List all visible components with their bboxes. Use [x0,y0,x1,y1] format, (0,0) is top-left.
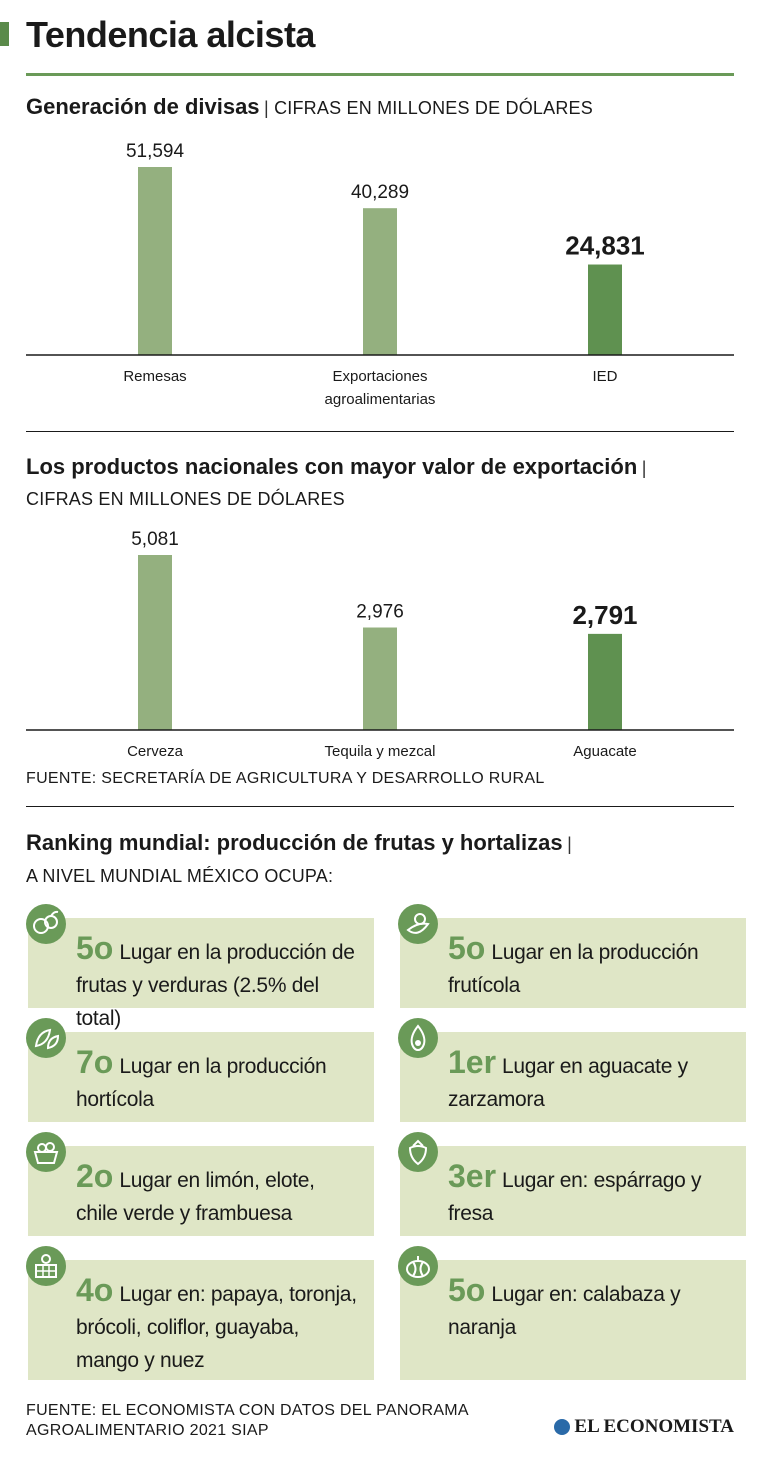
ranking-card: 5o Lugar en la producción de frutas y ver… [26,904,374,1030]
bar [588,264,622,355]
title-accent-bar [0,22,9,46]
category-label: Cerveza [127,743,184,760]
section1-separator: | [264,98,275,118]
section3-heading: Ranking mundial: producción de frutas y … [26,830,746,856]
ranking-card-text: Lugar en la producción de frutas y verdu… [76,941,355,1030]
ranking-card-rank: 1er [448,1044,497,1080]
bar [588,633,622,730]
ranking-card-rank: 3er [448,1158,497,1194]
bar-value-label: 24,831 [565,231,645,261]
category-label: IED [592,368,617,385]
ranking-card: 4o Lugar en: papaya, toronja, brócoli, co… [26,1246,374,1380]
section2-source: FUENTE: SECRETARÍA DE AGRICULTURA Y DESA… [26,770,545,787]
ranking-card-text: Lugar en la producción frutícola [448,941,699,997]
ranking-card-text: Lugar en aguacate y zarzamora [448,1055,688,1111]
bar-value-label: 2,976 [356,602,404,623]
bar-value-label: 40,289 [351,182,409,203]
ranking-card: 5o Lugar en la producción frutícola [398,904,746,1008]
bar-value-label: 2,791 [572,600,637,630]
strawberry-icon [398,1132,438,1172]
category-label: agroalimentarias [325,391,436,408]
category-label: Aguacate [573,743,636,760]
ranking-card-rank: 5o [448,1272,486,1308]
section3-subtitle: A NIVEL MUNDIAL MÉXICO OCUPA: [26,866,334,886]
bar [363,627,397,730]
publisher-logo: EL ECONOMISTA [554,1416,734,1438]
section1-divider [26,431,734,432]
section2-title: Los productos nacionales con mayor valor… [26,454,638,479]
fruit-icon [398,904,438,944]
section3-title: Ranking mundial: producción de frutas y … [26,830,563,855]
ranking-card-rank: 4o [76,1272,114,1308]
ranking-card-rank: 2o [76,1158,114,1194]
section2-divider [26,806,734,807]
bar [138,167,172,355]
ranking-card-text: Lugar en: calabaza y naranja [448,1283,681,1339]
ranking-card-text: Lugar en la producción hortícola [76,1055,327,1111]
chart-divisas-svg: 51,594 Remesas 40,289 Exportaciones agroalim… [26,141,734,408]
ranking-card-text: Lugar en limón, elote, chile verde y fra… [76,1169,315,1225]
bar [138,555,172,730]
ranking-card-rank: 5o [76,930,114,966]
section1-heading: Generación de divisas | CIFRAS EN MILLON… [26,94,746,120]
title-divider [26,73,734,76]
ranking-card: 1er Lugar en aguacate y zarzamora [398,1018,746,1122]
category-label: Remesas [123,368,186,385]
ranking-card-text: Lugar en: papaya, toronja, brócoli, coli… [76,1283,357,1372]
leaves-icon [26,1018,66,1058]
avocado-icon [398,1018,438,1058]
section2-subtitle: CIFRAS EN MILLONES DE DÓLARES [26,489,345,509]
category-label: Exportaciones [332,368,427,385]
basket-icon [26,1132,66,1172]
ranking-card: 7o Lugar en la producción hortícola [26,1018,374,1122]
section2-heading: Los productos nacionales con mayor valor… [26,454,746,480]
section1-subtitle: CIFRAS EN MILLONES DE DÓLARES [274,98,593,118]
page-title: Tendencia alcista [26,14,315,55]
ranking-card-text: Lugar en: espárrago y fresa [448,1169,702,1225]
section3-separator: | [567,834,572,854]
bar [363,208,397,355]
logo-text: EL ECONOMISTA [574,1416,734,1437]
logo-mark-icon [554,1419,571,1435]
ranking-card-rank: 7o [76,1044,114,1080]
bar-value-label: 5,081 [131,529,179,550]
ranking-card: 5o Lugar en: calabaza y naranja [398,1246,746,1380]
chart-exportacion-svg: 5,081 Cerveza 2,976 Tequila y mezcal 2,791 Ag… [26,529,734,760]
produce-basket-icon [26,1246,66,1286]
section2-separator: | [641,458,647,478]
category-label: Tequila y mezcal [325,743,436,760]
section1-title: Generación de divisas [26,94,260,119]
pumpkin-icon [398,1246,438,1286]
ranking-card-rank: 5o [448,930,486,966]
bar-value-label: 51,594 [126,141,185,162]
ranking-card: 2o Lugar en limón, elote, chile verde y f… [26,1132,374,1236]
fruits-vegetables-icon [26,904,66,944]
chart-exportacion: 5,081 Cerveza 2,976 Tequila y mezcal 2,791 Ag… [26,518,734,763]
footer-source: FUENTE: EL ECONOMISTA CON DATOS DEL PANO… [26,1402,469,1439]
ranking-card: 3er Lugar en: espárrago y fresa [398,1132,746,1236]
chart-divisas: 51,594 Remesas 40,289 Exportaciones agroalim… [26,130,734,410]
